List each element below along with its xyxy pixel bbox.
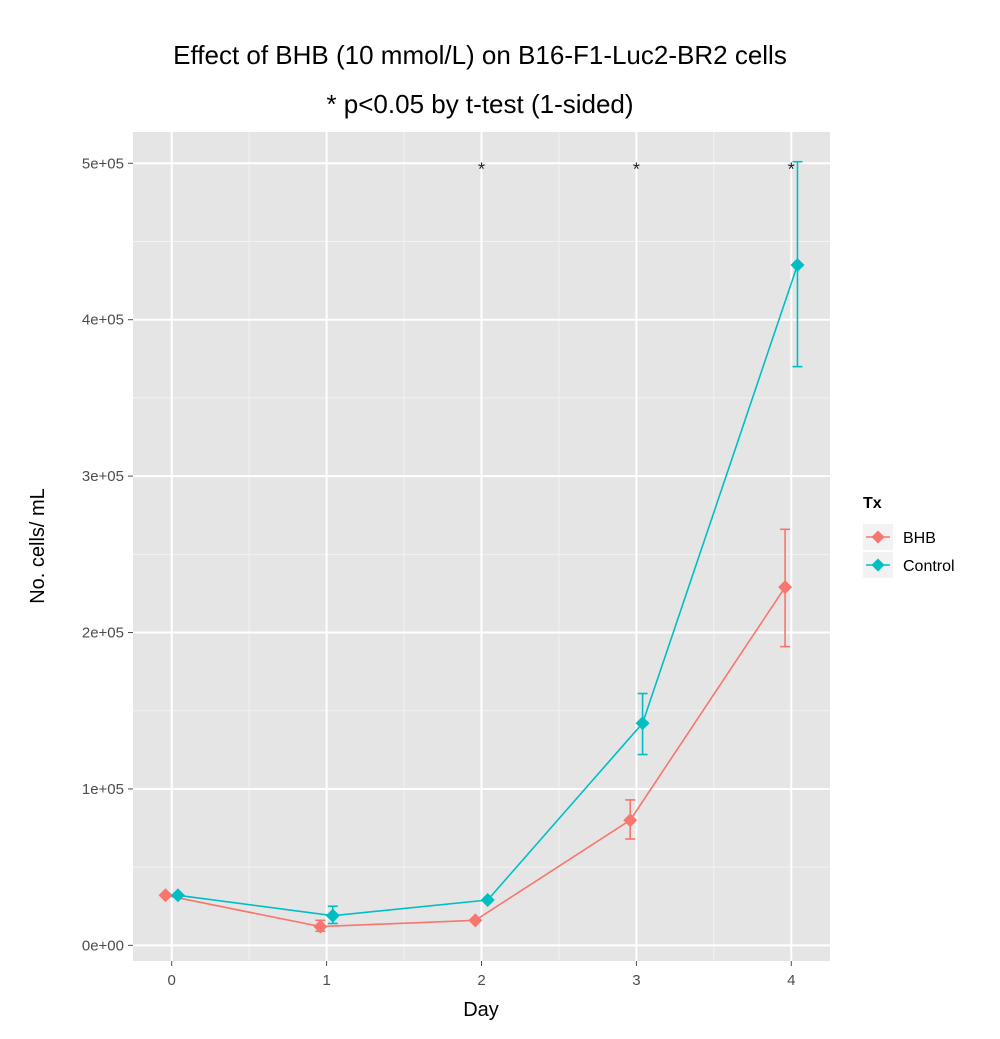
legend-label: Control [903, 558, 955, 575]
data-point [170, 888, 185, 903]
legend-label: BHB [903, 530, 936, 547]
legend: Tx BHB Control [863, 495, 955, 578]
x-tick-label: 3 [632, 972, 640, 989]
x-tick-label: 1 [322, 972, 330, 989]
y-tick-label: 1e+05 [82, 781, 124, 798]
data-point [480, 892, 495, 907]
y-tick-label: 4e+05 [82, 312, 124, 329]
significance-star: * [633, 159, 640, 179]
data-point [778, 580, 793, 595]
y-tick-label: 3e+05 [82, 468, 124, 485]
series-control [170, 160, 805, 925]
legend-key-marker [871, 558, 885, 572]
axis-ticks: 0e+00 1e+05 2e+05 3e+05 4e+05 5e+05 0 1 2 3 4 [82, 155, 796, 989]
y-tick-label: 0e+00 [82, 937, 124, 954]
legend-items: BHB Control [863, 524, 955, 578]
x-axis-title: Day [463, 999, 499, 1021]
data-point [635, 716, 650, 731]
data-point [325, 908, 340, 923]
significance-annotations: * * * [478, 159, 795, 179]
data-point [790, 257, 805, 272]
y-tick-label: 5e+05 [82, 155, 124, 172]
y-axis-title: No. cells/ mL [27, 488, 49, 604]
grid-lines [133, 132, 830, 961]
chart-title: Effect of BHB (10 mmol/L) on B16-F1-Luc2… [173, 40, 787, 70]
data-point [468, 913, 483, 928]
x-tick-label: 4 [787, 972, 795, 989]
significance-star: * [788, 159, 795, 179]
data-point [313, 919, 328, 934]
series-bhb [158, 528, 793, 934]
significance-star: * [478, 159, 485, 179]
data-series [158, 160, 805, 934]
x-tick-label: 0 [168, 972, 176, 989]
data-point [158, 888, 173, 903]
y-tick-label: 2e+05 [82, 625, 124, 642]
legend-title: Tx [863, 495, 882, 512]
x-tick-label: 2 [477, 972, 485, 989]
legend-key-marker [871, 530, 885, 544]
data-point [623, 813, 638, 828]
chart-subtitle: * p<0.05 by t-test (1-sided) [326, 89, 633, 119]
